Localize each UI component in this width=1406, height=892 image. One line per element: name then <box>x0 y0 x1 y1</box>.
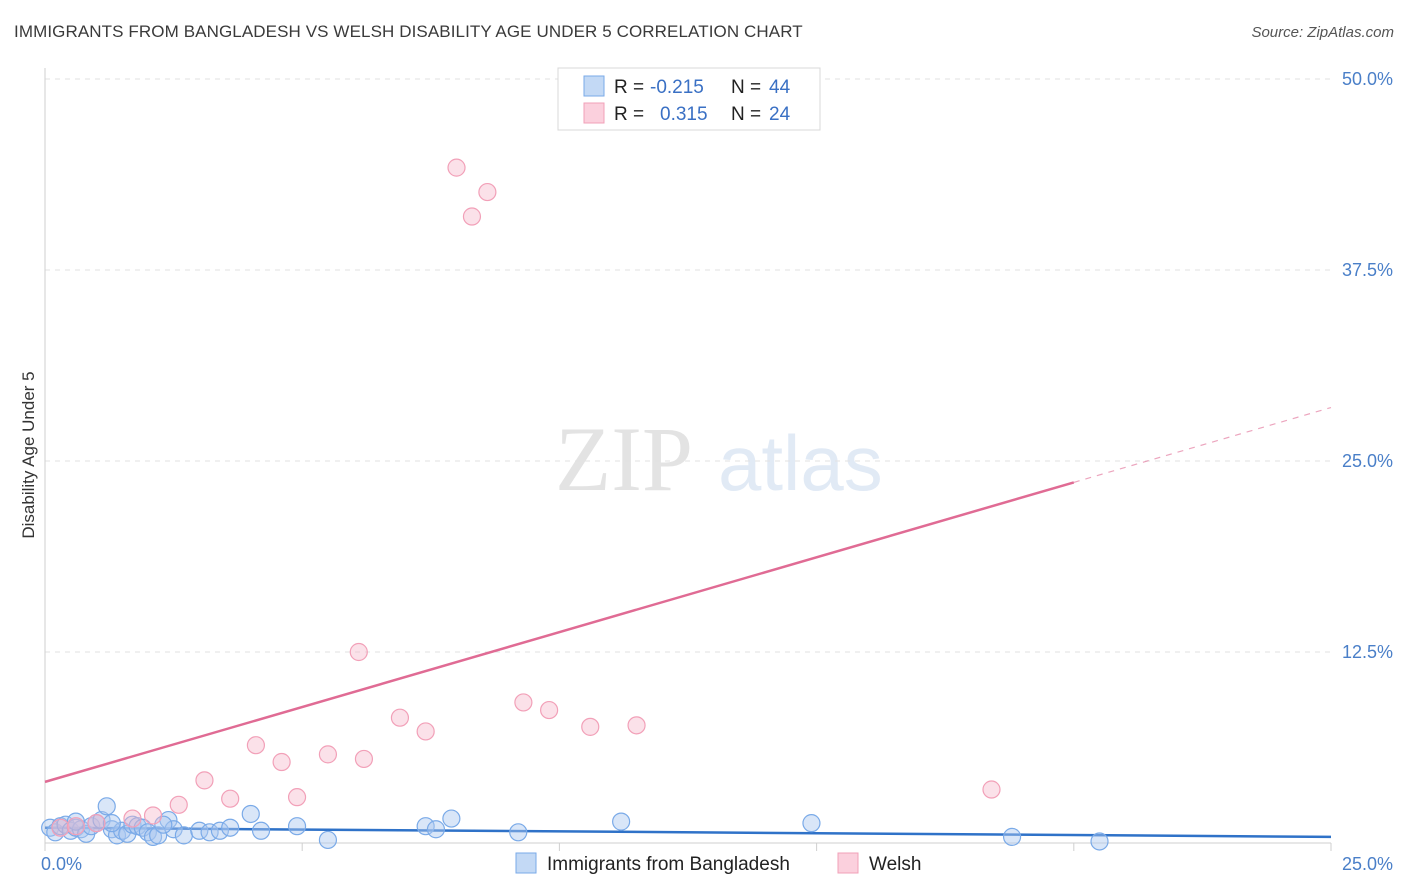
welsh-point-2 <box>87 814 106 833</box>
welsh-point-4 <box>143 806 163 825</box>
bangladesh-point-40 <box>1090 832 1109 851</box>
source-credit: Source: ZipAtlas.com <box>1251 24 1394 41</box>
bangladesh-point-37 <box>612 812 631 831</box>
y-tick-label-3: 50.0% <box>1342 69 1393 89</box>
welsh-point-5 <box>169 795 188 814</box>
welsh-trend-line-extension <box>1073 406 1332 483</box>
bangladesh-point-23 <box>164 820 183 839</box>
bangladesh-point-31 <box>287 817 307 836</box>
bangladesh-trend-line <box>44 826 1332 839</box>
welsh-point-22 <box>627 716 646 735</box>
axes <box>44 68 1332 851</box>
legend-n-label-2: N = <box>731 104 761 125</box>
bangladesh-point-29 <box>241 804 260 824</box>
welsh-trend-line <box>44 481 1075 784</box>
welsh-point-15 <box>416 722 435 741</box>
welsh-point-20 <box>540 700 559 720</box>
welsh-point-23 <box>982 780 1001 799</box>
data-points <box>41 158 1109 851</box>
legend-r-label-2: R = <box>614 104 644 125</box>
legend-n-label-1: N = <box>731 77 761 98</box>
x-tick-label-0: 0.0% <box>41 854 82 874</box>
bangladesh-point-36 <box>509 823 528 842</box>
watermark-zip: ZIP <box>555 408 693 510</box>
watermark-atlas: atlas <box>718 419 883 507</box>
legend-r-label-1: R = <box>614 77 644 98</box>
bangladesh-point-39 <box>1002 827 1022 846</box>
legend-r-value-1: -0.215 <box>650 77 704 98</box>
bangladesh-point-27 <box>210 821 229 840</box>
welsh-point-9 <box>272 752 291 772</box>
welsh-point-18 <box>478 182 497 202</box>
welsh-point-8 <box>246 736 266 755</box>
correlation-legend: R = -0.215 N = 44 R = 0.315 N = 24 <box>557 67 821 131</box>
chart-title: IMMIGRANTS FROM BANGLADESH VS WELSH DISA… <box>14 22 803 41</box>
y-tick-label-1: 25.0% <box>1342 451 1393 471</box>
bangladesh-point-11 <box>97 797 116 816</box>
x-tick-label-1: 25.0% <box>1342 854 1393 874</box>
series-legend-label-pink: Welsh <box>869 854 921 875</box>
trend-lines <box>44 406 1332 839</box>
welsh-point-21 <box>581 717 600 736</box>
y-axis-label: Disability Age Under 5 <box>19 371 38 538</box>
legend-r-value-2: 0.315 <box>660 104 708 125</box>
welsh-point-17 <box>462 207 482 226</box>
welsh-point-0 <box>51 818 70 837</box>
bangladesh-point-41 <box>102 814 121 833</box>
bangladesh-point-33 <box>416 817 435 836</box>
bangladesh-point-21 <box>149 826 168 845</box>
grid-lines <box>45 78 1331 653</box>
series-legend: Immigrants from Bangladesh Welsh <box>515 852 921 875</box>
bangladesh-point-42 <box>154 815 173 834</box>
welsh-point-12 <box>354 749 374 769</box>
x-tick-labels: 0.0% 25.0% <box>41 854 1393 874</box>
legend-n-value-2: 24 <box>769 104 791 125</box>
bangladesh-point-10 <box>92 810 111 830</box>
bangladesh-point-24 <box>174 826 193 845</box>
bangladesh-point-43 <box>66 812 85 831</box>
watermark: ZIP atlas <box>555 408 883 510</box>
y-tick-label-0: 12.5% <box>1342 642 1393 662</box>
welsh-point-19 <box>514 693 533 712</box>
welsh-point-7 <box>221 789 240 808</box>
legend-n-value-1: 44 <box>769 77 791 98</box>
bangladesh-point-35 <box>442 809 461 828</box>
bangladesh-point-28 <box>221 818 240 837</box>
bangladesh-point-34 <box>426 820 446 839</box>
welsh-point-6 <box>195 771 214 790</box>
welsh-point-1 <box>66 817 85 836</box>
series-legend-swatch-pink <box>837 852 859 874</box>
y-tick-label-2: 37.5% <box>1342 260 1393 280</box>
legend-swatch-blue <box>583 75 605 97</box>
y-tick-labels: 12.5% 25.0% 37.5% 50.0% <box>1342 69 1393 662</box>
bangladesh-point-32 <box>318 830 338 850</box>
welsh-point-3 <box>123 809 142 828</box>
welsh-point-11 <box>318 745 338 764</box>
welsh-point-10 <box>287 788 307 807</box>
bangladesh-point-30 <box>251 821 271 840</box>
legend-swatch-pink <box>583 102 605 124</box>
series-legend-label-blue: Immigrants from Bangladesh <box>547 854 790 875</box>
welsh-point-16 <box>447 158 466 177</box>
series-legend-swatch-blue <box>515 852 537 874</box>
welsh-point-13 <box>349 642 368 662</box>
welsh-point-14 <box>390 708 410 727</box>
bangladesh-point-38 <box>802 814 821 833</box>
